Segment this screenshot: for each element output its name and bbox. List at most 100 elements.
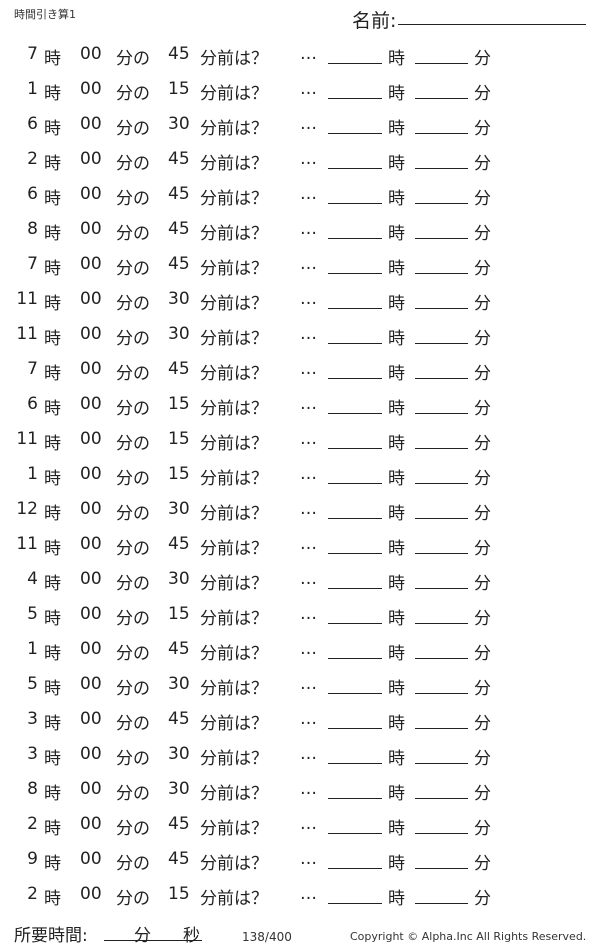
answer-hour-label: 時 [388,469,405,489]
offset-minutes: 45 [168,149,190,169]
answer-minute-label: 分 [474,854,491,874]
answer-hour-label: 時 [388,294,405,314]
answer-minute-field[interactable] [415,168,468,169]
answer-minute-label: 分 [474,119,491,139]
problem-row: 6 時 00 分の 30 分前は？… 時分 [0,114,600,144]
ellipsis: … [300,569,317,589]
answer-hour-field[interactable] [328,728,382,729]
offset-minutes: 45 [168,814,190,834]
offset-minutes: 15 [168,464,190,484]
minute-before-label: 分前は？ [200,749,268,769]
hour-label: 時 [44,504,61,524]
answer-hour-field[interactable] [328,518,382,519]
answer-minute-label: 分 [474,784,491,804]
offset-minutes: 45 [168,184,190,204]
start-hour: 4 [27,569,38,589]
answer-hour-field[interactable] [328,868,382,869]
answer-hour-field[interactable] [328,63,382,64]
copyright: Copyright © Alpha.Inc All Rights Reserve… [350,930,587,943]
answer-hour-field[interactable] [328,833,382,834]
answer-minute-field[interactable] [415,658,468,659]
time-required-field[interactable] [104,940,202,941]
answer-minute-field[interactable] [415,273,468,274]
answer-hour-field[interactable] [328,238,382,239]
hour-label: 時 [44,399,61,419]
minute-before-label: 分前は？ [200,854,268,874]
answer-hour-field[interactable] [328,763,382,764]
answer-hour-label: 時 [388,819,405,839]
answer-hour-field[interactable] [328,203,382,204]
minute-before-label: 分前は？ [200,714,268,734]
answer-minute-field[interactable] [415,98,468,99]
offset-minutes: 30 [168,779,190,799]
answer-hour-field[interactable] [328,658,382,659]
name-field[interactable] [398,24,586,25]
problem-row: 2 時 00 分の 45 分前は？… 時分 [0,814,600,844]
answer-hour-field[interactable] [328,413,382,414]
answer-hour-field[interactable] [328,623,382,624]
start-minute: 00 [80,359,102,379]
start-minute: 00 [80,324,102,344]
ellipsis: … [300,499,317,519]
answer-hour-label: 時 [388,49,405,69]
answer-hour-field[interactable] [328,483,382,484]
answer-hour-field[interactable] [328,273,382,274]
answer-minute-field[interactable] [415,63,468,64]
problem-row: 8 時 00 分の 30 分前は？… 時分 [0,779,600,809]
answer-minute-field[interactable] [415,588,468,589]
answer-hour-field[interactable] [328,553,382,554]
minute-of-label: 分の [116,784,150,804]
answer-minute-field[interactable] [415,238,468,239]
answer-hour-field[interactable] [328,448,382,449]
answer-minute-field[interactable] [415,133,468,134]
ellipsis: … [300,814,317,834]
answer-minute-field[interactable] [415,308,468,309]
answer-hour-field[interactable] [328,588,382,589]
answer-minute-field[interactable] [415,203,468,204]
answer-hour-field[interactable] [328,693,382,694]
minute-before-label: 分前は？ [200,644,268,664]
answer-minute-label: 分 [474,399,491,419]
answer-minute-field[interactable] [415,448,468,449]
answer-minute-field[interactable] [415,413,468,414]
answer-hour-field[interactable] [328,168,382,169]
problem-row: 7 時 00 分の 45 分前は？… 時分 [0,254,600,284]
answer-minute-field[interactable] [415,378,468,379]
ellipsis: … [300,534,317,554]
minute-of-label: 分の [116,469,150,489]
answer-hour-field[interactable] [328,798,382,799]
answer-minute-label: 分 [474,84,491,104]
ellipsis: … [300,359,317,379]
answer-hour-label: 時 [388,539,405,559]
answer-minute-field[interactable] [415,693,468,694]
minute-before-label: 分前は？ [200,84,268,104]
answer-minute-field[interactable] [415,728,468,729]
answer-hour-field[interactable] [328,98,382,99]
answer-minute-field[interactable] [415,483,468,484]
answer-minute-field[interactable] [415,553,468,554]
offset-minutes: 15 [168,884,190,904]
offset-minutes: 45 [168,849,190,869]
answer-hour-field[interactable] [328,903,382,904]
answer-hour-field[interactable] [328,308,382,309]
ellipsis: … [300,394,317,414]
answer-minute-field[interactable] [415,868,468,869]
start-hour: 12 [16,499,38,519]
ellipsis: … [300,604,317,624]
answer-hour-field[interactable] [328,378,382,379]
answer-minute-field[interactable] [415,343,468,344]
answer-minute-field[interactable] [415,623,468,624]
start-minute: 00 [80,709,102,729]
ellipsis: … [300,44,317,64]
answer-minute-field[interactable] [415,903,468,904]
start-minute: 00 [80,849,102,869]
answer-minute-field[interactable] [415,518,468,519]
start-hour: 8 [27,219,38,239]
answer-minute-field[interactable] [415,833,468,834]
answer-hour-field[interactable] [328,343,382,344]
answer-hour-field[interactable] [328,133,382,134]
answer-minute-field[interactable] [415,763,468,764]
minute-before-label: 分前は？ [200,679,268,699]
answer-minute-field[interactable] [415,798,468,799]
